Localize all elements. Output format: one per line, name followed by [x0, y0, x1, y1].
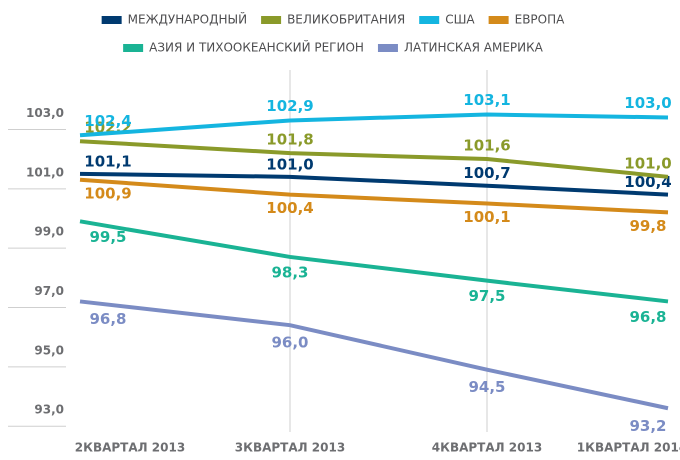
- series-line: [79, 171, 669, 197]
- legend-swatch: [261, 16, 282, 24]
- series-line: [79, 139, 669, 179]
- data-label: 101,0: [624, 154, 671, 172]
- data-label: 100,1: [463, 208, 510, 226]
- data-label: 96,8: [629, 308, 666, 326]
- series-line: [79, 177, 669, 215]
- data-label: 100,7: [463, 164, 510, 182]
- legend-label: ЕВРОПА: [515, 13, 566, 27]
- data-label: 100,4: [266, 199, 313, 217]
- legend-label: ВЕЛИКОБРИТАНИЯ: [287, 13, 405, 27]
- data-label: 97,5: [468, 287, 505, 305]
- data-label: 101,8: [266, 131, 313, 149]
- x-tick-label: 3КВАРТАЛ 2013: [235, 441, 345, 455]
- y-tick-label: 97,0: [34, 284, 64, 298]
- legend-swatch: [123, 44, 144, 52]
- x-tick-label: 4КВАРТАЛ 2013: [432, 441, 542, 455]
- series-line: [79, 219, 669, 304]
- data-label: 98,3: [271, 263, 308, 281]
- data-label: 102,4: [84, 112, 131, 130]
- data-label: 100,9: [84, 184, 131, 202]
- legend-swatch: [377, 44, 398, 52]
- y-tick-label: 93,0: [34, 403, 64, 417]
- series-line: [79, 112, 669, 138]
- legend-label: США: [445, 13, 475, 27]
- data-label: 94,5: [468, 378, 505, 396]
- legend-label: ЛАТИНСКАЯ АМЕРИКА: [404, 41, 544, 55]
- y-tick-label: 99,0: [34, 225, 64, 239]
- legend-swatch: [419, 16, 440, 24]
- data-label: 103,1: [463, 91, 510, 109]
- x-tick-label: 1КВАРТАЛ 2014: [577, 441, 680, 455]
- data-label: 96,0: [271, 334, 308, 352]
- data-label: 93,2: [629, 417, 666, 435]
- legend-label: МЕЖДУНАРОДНЫЙ: [128, 12, 247, 27]
- y-tick-label: 103,0: [26, 106, 64, 120]
- data-label: 103,0: [624, 94, 671, 112]
- data-label: 101,6: [463, 137, 510, 155]
- data-label: 101,1: [84, 152, 131, 170]
- legend-swatch: [488, 16, 509, 24]
- legend-swatch: [101, 16, 122, 24]
- data-label: 96,8: [89, 310, 126, 328]
- data-label: 99,5: [89, 228, 126, 246]
- y-tick-label: 101,0: [26, 165, 64, 179]
- data-label: 99,8: [629, 217, 666, 235]
- series-line: [79, 299, 669, 411]
- x-tick-label: 2КВАРТАЛ 2013: [75, 441, 185, 455]
- legend-label: АЗИЯ И ТИХООКЕАНСКИЙ РЕГИОН: [149, 40, 364, 55]
- data-label: 102,9: [266, 97, 313, 115]
- data-label: 101,0: [266, 155, 313, 173]
- y-tick-label: 95,0: [34, 343, 64, 357]
